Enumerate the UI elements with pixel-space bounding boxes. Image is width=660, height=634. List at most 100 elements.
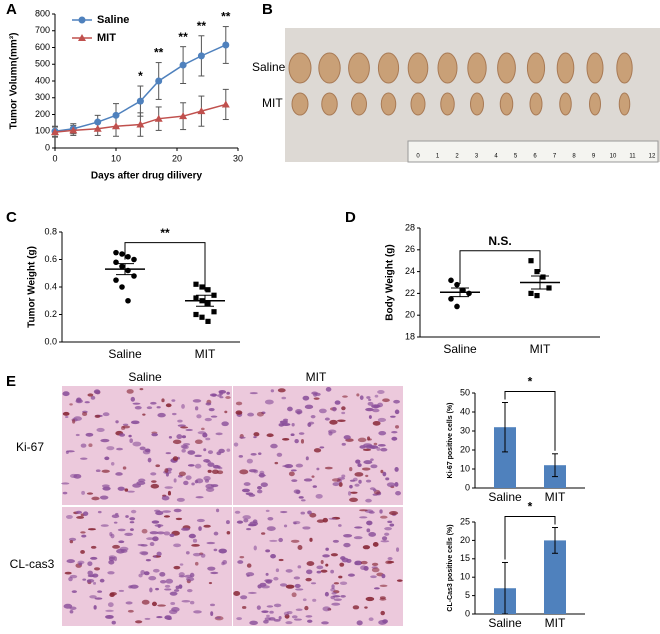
x-tick-label: MIT — [545, 616, 566, 630]
nucleus — [118, 540, 125, 544]
nucleus — [315, 493, 323, 499]
nucleus — [354, 526, 363, 529]
nucleus — [318, 408, 327, 414]
marker — [69, 126, 78, 134]
nucleus — [194, 561, 199, 566]
nucleus — [361, 467, 371, 471]
nucleus — [322, 517, 329, 523]
nucleus — [338, 482, 343, 487]
nucleus — [95, 469, 101, 473]
nucleus — [285, 584, 295, 589]
nucleus — [396, 547, 400, 552]
nucleus — [225, 520, 230, 525]
nucleus — [269, 539, 278, 542]
nucleus — [274, 461, 279, 465]
nucleus — [148, 576, 157, 581]
nucleus — [127, 490, 135, 493]
nucleus — [164, 486, 173, 489]
nucleus — [150, 401, 157, 405]
y-tick-label: 0.8 — [44, 226, 57, 236]
row-label: MIT — [262, 96, 283, 110]
nucleus — [82, 511, 89, 516]
nucleus — [117, 528, 126, 532]
histology-image — [62, 507, 232, 626]
nucleus — [203, 524, 211, 528]
nucleus — [149, 531, 159, 535]
nucleus — [215, 616, 222, 619]
nucleus — [341, 474, 346, 478]
nucleus — [265, 549, 271, 553]
panel-label: C — [6, 209, 17, 226]
nucleus — [177, 419, 183, 423]
nucleus — [275, 568, 280, 573]
tumor — [467, 52, 487, 84]
nucleus — [371, 404, 380, 409]
legend-marker — [78, 34, 86, 41]
y-tick-label: 0 — [45, 142, 50, 152]
significance-bracket — [504, 391, 556, 451]
nucleus — [69, 540, 74, 544]
nucleus — [380, 540, 390, 543]
nucleus — [310, 582, 317, 585]
marker — [94, 118, 102, 126]
tumor — [437, 52, 458, 84]
nucleus — [290, 433, 295, 436]
nucleus — [378, 430, 387, 436]
tumor — [321, 92, 338, 116]
nucleus — [304, 404, 314, 410]
nucleus — [312, 598, 317, 602]
nucleus — [122, 423, 129, 426]
nucleus — [221, 561, 225, 566]
panel-label: A — [6, 1, 17, 18]
tumor — [440, 92, 455, 116]
ruler-label: 2 — [455, 154, 459, 160]
nucleus — [80, 457, 88, 460]
nucleus — [279, 420, 289, 424]
nucleus — [163, 515, 171, 518]
marker — [136, 120, 145, 128]
nucleus — [163, 531, 171, 536]
nucleus — [84, 401, 90, 404]
nucleus — [256, 605, 261, 610]
nucleus — [141, 599, 150, 605]
data-point — [534, 269, 540, 275]
nucleus — [264, 399, 274, 405]
nucleus — [215, 508, 220, 513]
ruler-label: 12 — [649, 154, 656, 160]
nucleus — [258, 474, 267, 477]
nucleus — [207, 566, 216, 571]
nucleus — [343, 542, 351, 548]
tumor — [499, 92, 514, 116]
y-tick-label: 100 — [35, 126, 50, 136]
nucleus — [324, 466, 333, 470]
marker — [179, 112, 188, 120]
y-tick-label: 50 — [460, 387, 470, 397]
nucleus — [304, 605, 309, 611]
nucleus — [287, 406, 293, 412]
nucleus — [359, 509, 368, 512]
nucleus — [298, 496, 304, 499]
nucleus — [102, 486, 111, 491]
nucleus — [293, 576, 301, 580]
nucleus — [139, 446, 146, 451]
nucleus — [333, 582, 340, 585]
y-tick-label: 300 — [35, 92, 50, 102]
tumor — [351, 92, 367, 116]
nucleus — [328, 517, 337, 520]
marker — [197, 52, 205, 60]
nucleus — [340, 594, 346, 598]
nucleus — [166, 617, 172, 620]
nucleus — [120, 425, 126, 430]
tumor — [288, 52, 312, 84]
nucleus — [96, 390, 101, 395]
nucleus — [65, 450, 69, 455]
nucleus — [87, 393, 94, 397]
nucleus — [377, 417, 387, 423]
nucleus — [81, 534, 87, 538]
nucleus — [379, 584, 388, 587]
nucleus — [252, 519, 258, 524]
y-tick-label: 800 — [35, 8, 50, 18]
row-label: CL-cas3 — [10, 557, 55, 571]
nucleus — [144, 448, 151, 453]
